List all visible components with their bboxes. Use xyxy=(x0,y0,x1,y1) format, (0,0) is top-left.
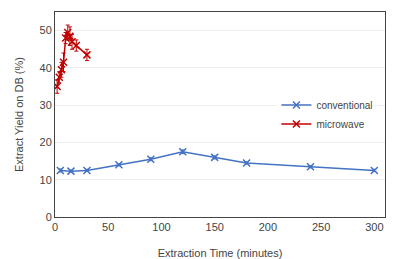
svg-text:50: 50 xyxy=(40,24,52,36)
svg-text:0: 0 xyxy=(52,221,58,233)
svg-text:20: 20 xyxy=(40,136,52,148)
svg-text:300: 300 xyxy=(365,221,383,233)
svg-text:conventional: conventional xyxy=(316,100,372,111)
svg-text:Extract Yield on DB (%): Extract Yield on DB (%) xyxy=(13,57,25,172)
svg-text:100: 100 xyxy=(152,221,170,233)
svg-text:30: 30 xyxy=(40,99,52,111)
svg-text:10: 10 xyxy=(40,174,52,186)
svg-text:0: 0 xyxy=(46,211,52,223)
svg-text:200: 200 xyxy=(259,221,277,233)
svg-text:microwave: microwave xyxy=(316,119,364,130)
svg-text:50: 50 xyxy=(102,221,114,233)
svg-text:40: 40 xyxy=(40,62,52,74)
svg-text:150: 150 xyxy=(206,221,224,233)
svg-text:250: 250 xyxy=(312,221,330,233)
svg-text:Extraction Time (minutes): Extraction Time (minutes) xyxy=(158,247,283,259)
